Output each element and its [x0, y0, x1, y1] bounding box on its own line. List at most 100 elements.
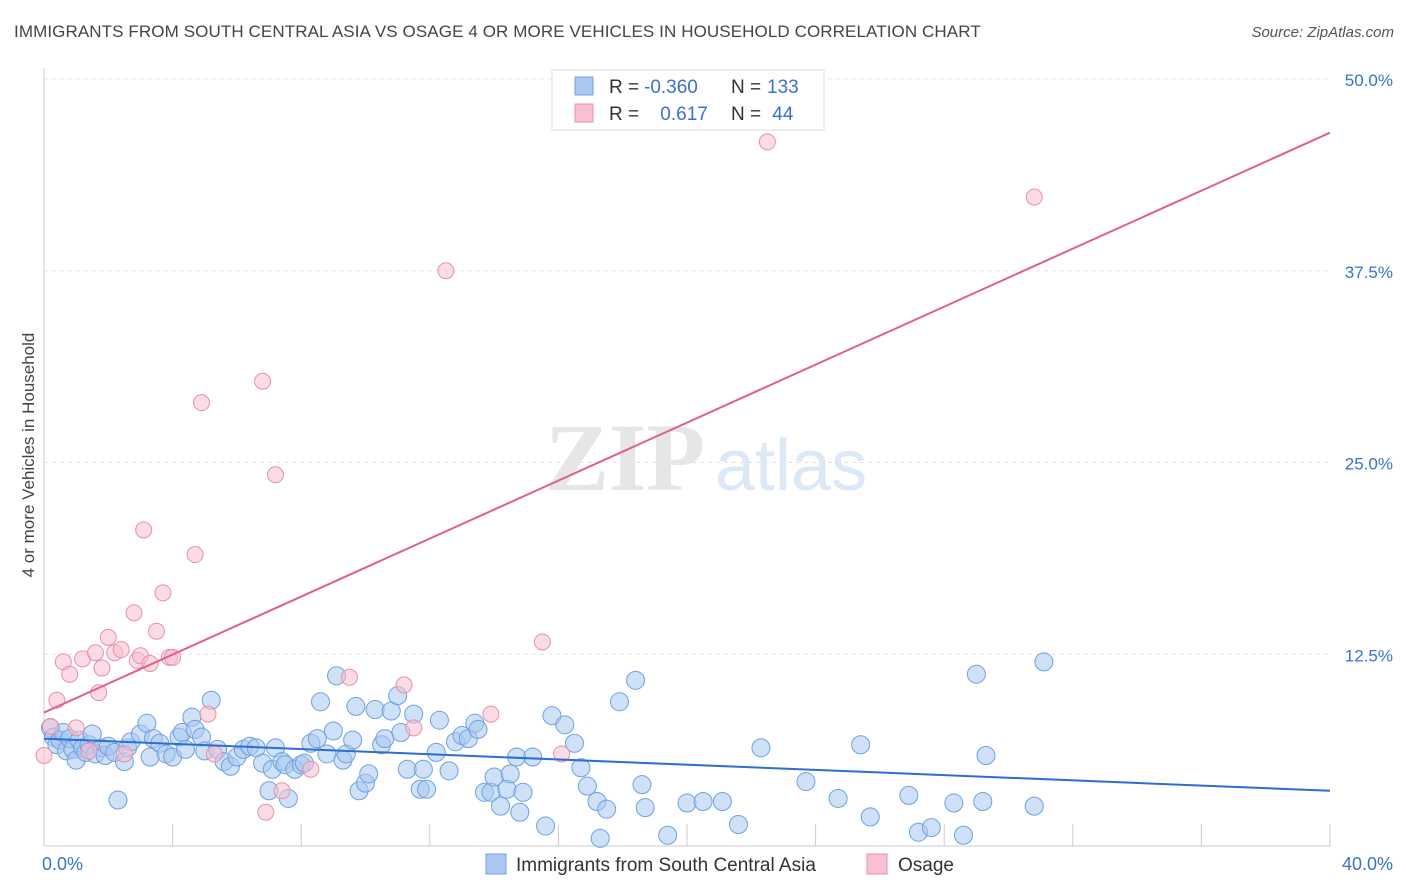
stats-n-label: N =: [731, 104, 761, 125]
y-tick-label: 12.5%: [1345, 646, 1393, 665]
data-point-osage: [35, 746, 53, 764]
data-point-osage: [266, 466, 284, 484]
data-point-immigrants: [921, 818, 941, 838]
data-point-immigrants: [976, 745, 996, 765]
chart-title: IMMIGRANTS FROM SOUTH CENTRAL ASIA VS OS…: [14, 22, 981, 41]
data-point-osage: [112, 641, 130, 659]
data-point-osage: [41, 717, 59, 735]
data-point-osage: [553, 745, 571, 763]
legend-label-immigrants: Immigrants from South Central Asia: [516, 855, 816, 876]
data-point-immigrants: [609, 692, 629, 712]
data-point-immigrants: [728, 815, 748, 835]
series-immigrants-points: [40, 652, 1054, 848]
trendline-osage: [43, 131, 1331, 714]
data-point-osage: [205, 745, 223, 763]
y-axis-label: 4 or more Vehicles in Household: [19, 333, 38, 578]
data-point-immigrants: [635, 798, 655, 818]
data-point-osage: [254, 372, 272, 390]
stats-n-value: 133: [767, 77, 799, 98]
y-tick-label: 50.0%: [1345, 71, 1393, 90]
data-point-immigrants: [82, 724, 102, 744]
watermark-atlas: atlas: [715, 426, 867, 506]
data-point-immigrants: [513, 782, 533, 802]
data-point-immigrants: [429, 710, 449, 730]
data-point-immigrants: [564, 733, 584, 753]
data-point-immigrants: [973, 792, 993, 812]
data-point-osage: [302, 760, 320, 778]
data-point-immigrants: [555, 715, 575, 735]
data-point-immigrants: [323, 721, 343, 741]
data-point-osage: [1025, 188, 1043, 206]
y-tick-label: 37.5%: [1345, 263, 1393, 282]
data-point-immigrants: [307, 729, 327, 749]
stats-r-value: 0.617: [655, 104, 708, 125]
data-point-immigrants: [577, 776, 597, 796]
data-point-osage: [99, 628, 117, 646]
data-point-immigrants: [953, 825, 973, 845]
trendlines: [43, 131, 1331, 792]
data-point-immigrants: [944, 793, 964, 813]
data-point-immigrants: [426, 742, 446, 762]
data-point-osage: [135, 521, 153, 539]
legend-swatch-osage: [866, 853, 888, 875]
data-point-immigrants: [1024, 796, 1044, 816]
data-point-osage: [273, 782, 291, 800]
x-tick-labels: 0.0% 40.0%: [42, 854, 1393, 874]
data-point-immigrants: [397, 759, 417, 779]
data-point-osage: [141, 654, 159, 672]
data-point-immigrants: [626, 670, 646, 690]
data-point-immigrants: [966, 664, 986, 684]
data-point-immigrants: [571, 758, 591, 778]
data-point-osage: [186, 546, 204, 564]
gridlines: [44, 78, 1330, 655]
data-point-osage: [67, 719, 85, 737]
data-point-immigrants: [500, 764, 520, 784]
data-point-osage: [80, 742, 98, 760]
stats-r-value: -0.360: [644, 77, 698, 98]
data-point-immigrants: [497, 779, 517, 799]
data-point-immigrants: [899, 785, 919, 805]
data-point-osage: [437, 262, 455, 280]
data-point-osage: [758, 133, 776, 151]
legend-label-osage: Osage: [898, 855, 954, 876]
data-point-immigrants: [632, 775, 652, 795]
data-point-immigrants: [828, 788, 848, 808]
stats-n-value: 44: [767, 104, 794, 125]
data-point-osage: [482, 705, 500, 723]
data-point-immigrants: [536, 816, 556, 836]
data-point-immigrants: [417, 779, 437, 799]
data-point-immigrants: [310, 692, 330, 712]
data-point-immigrants: [677, 793, 697, 813]
data-point-immigrants: [175, 739, 195, 759]
data-point-immigrants: [108, 790, 128, 810]
data-point-immigrants: [751, 738, 771, 758]
stats-n-label: N =: [731, 77, 761, 98]
data-point-osage: [405, 719, 423, 737]
y-tick-labels: 12.5% 25.0% 37.5% 50.0%: [1345, 71, 1393, 665]
data-point-immigrants: [658, 825, 678, 845]
data-point-immigrants: [860, 807, 880, 827]
data-point-immigrants: [439, 761, 459, 781]
trendline-immigrants: [43, 737, 1331, 792]
data-point-osage: [148, 622, 166, 640]
stats-swatch-blue: [574, 76, 594, 96]
x-tick-label: 40.0%: [1342, 854, 1393, 874]
source-label: Source: ZipAtlas.com: [1251, 24, 1394, 41]
data-point-immigrants: [359, 764, 379, 784]
data-point-immigrants: [712, 792, 732, 812]
data-point-osage: [154, 584, 172, 602]
data-point-immigrants: [796, 772, 816, 792]
data-point-immigrants: [365, 699, 385, 719]
axes: [43, 68, 1331, 847]
data-point-immigrants: [375, 729, 395, 749]
stats-swatch-pink: [574, 103, 594, 123]
data-point-osage: [395, 676, 413, 694]
data-point-osage: [199, 705, 217, 723]
data-point-osage: [86, 644, 104, 662]
y-tick-label: 25.0%: [1345, 455, 1393, 474]
data-point-immigrants: [597, 799, 617, 819]
data-point-immigrants: [346, 696, 366, 716]
data-point-osage: [93, 659, 111, 677]
data-point-immigrants: [468, 719, 488, 739]
